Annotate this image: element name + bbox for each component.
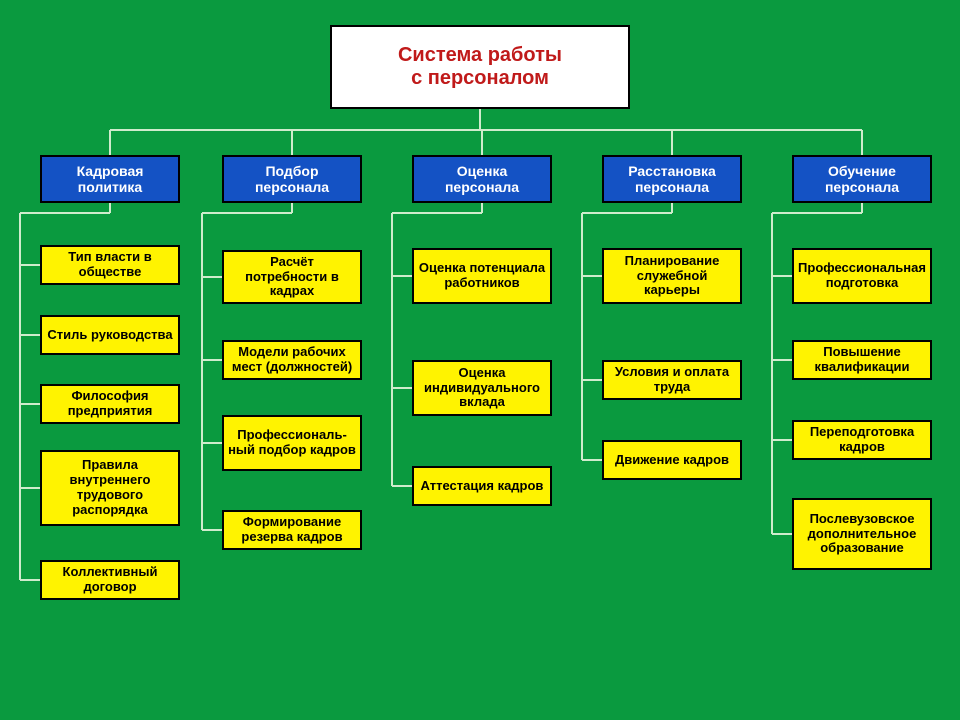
leaf-node-4-2: Переподготов­ка кадров [792,420,932,460]
branch-node-0: Кадровая политика [40,155,180,203]
leaf-node-1-1: Модели рабочих мест (должностей) [222,340,362,380]
leaf-node-0-4: Коллективный договор [40,560,180,600]
root-label-line: Система работы [398,44,562,67]
leaf-node-0-0: Тип власти в обществе [40,245,180,285]
branch-node-1: Подбор персонала [222,155,362,203]
leaf-node-4-1: Повышение квалификации [792,340,932,380]
leaf-node-4-0: Профессио­нальная подготовка [792,248,932,304]
branch-node-4: Обучение персонала [792,155,932,203]
leaf-node-2-0: Оценка потенциала работников [412,248,552,304]
leaf-node-1-3: Формирование резерва кадров [222,510,362,550]
branch-node-2: Оценка персонала [412,155,552,203]
org-chart: Система работыс персоналом Кадровая полит… [0,0,960,720]
leaf-node-0-1: Стиль руководства [40,315,180,355]
leaf-node-4-3: Послевузовс­кое допол­нительное образова… [792,498,932,570]
leaf-node-0-3: Правила внутреннего трудового распорядка [40,450,180,526]
leaf-node-3-1: Условия и оплата труда [602,360,742,400]
leaf-node-0-2: Философия предприятия [40,384,180,424]
leaf-node-3-0: Планирование служебной карьеры [602,248,742,304]
root-node: Система работыс персоналом [330,25,630,109]
leaf-node-1-2: Профессиональ­ный подбор кадров [222,415,362,471]
root-label-line: с персоналом [411,67,549,90]
leaf-node-3-2: Движение кадров [602,440,742,480]
leaf-node-2-1: Оценка индивидуаль­ного вклада [412,360,552,416]
leaf-node-1-0: Расчёт потребности в кадрах [222,250,362,304]
branch-node-3: Расстановка персонала [602,155,742,203]
leaf-node-2-2: Аттестация кадров [412,466,552,506]
